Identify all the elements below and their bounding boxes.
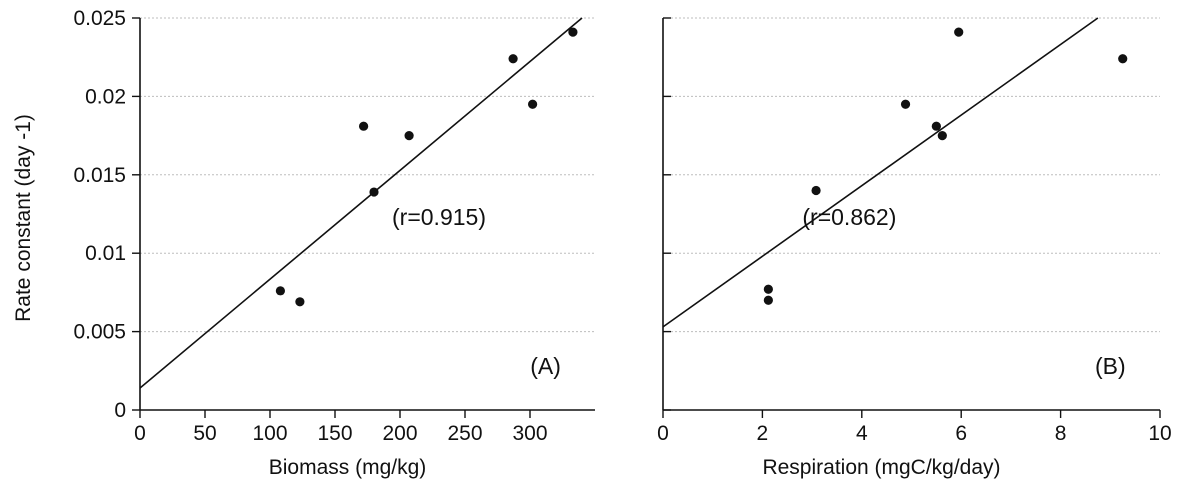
data-point (568, 27, 578, 37)
x-tick-label: 150 (317, 422, 352, 445)
y-tick-label: 0 (114, 399, 126, 422)
x-tick-label: 10 (1148, 422, 1171, 445)
data-point (900, 99, 911, 109)
data-point (404, 131, 414, 141)
data-point (1118, 54, 1128, 64)
data-point (295, 297, 305, 307)
regression-line (139, 17, 583, 389)
y-tick-label: 0.02 (85, 85, 126, 108)
y-tick-label: 0.025 (73, 7, 126, 30)
data-point (359, 121, 369, 131)
correlation-annotation: (r=0.862) (802, 204, 896, 230)
data-point (954, 27, 964, 37)
y-axis-title: Rate constant (day -1) (12, 114, 35, 322)
x-tick-label: 4 (856, 422, 868, 445)
panel-b: 0 2 4 6 8 10 Respiration (mgC/kg/day) (r=0.862)… (657, 17, 1172, 479)
data-point (931, 121, 941, 131)
data-point (937, 131, 947, 141)
y-tick-label: 0.005 (73, 321, 126, 344)
y-tick-label: 0.01 (85, 242, 126, 265)
x-tick-label: 300 (512, 422, 547, 445)
y-tick-label: 0.015 (73, 164, 126, 187)
x-axis-title: Respiration (mgC/kg/day) (762, 456, 1000, 479)
data-point (369, 187, 379, 197)
x-tick-label: 200 (382, 422, 417, 445)
data-point (763, 284, 773, 294)
regression-line (662, 17, 1099, 328)
data-point (508, 54, 518, 64)
x-tick-label: 0 (657, 422, 669, 445)
data-point (528, 99, 538, 109)
data-point (275, 286, 285, 296)
data-point (811, 185, 821, 196)
x-tick-label: 250 (447, 422, 482, 445)
panel-a: 0 0.005 0.01 0.015 0.02 0.025 0 50 100 150 200 250 3… (73, 7, 595, 479)
x-tick-label: 0 (134, 422, 146, 445)
panel-label: (B) (1095, 353, 1126, 379)
x-tick-label: 8 (1055, 422, 1067, 445)
correlation-annotation: (r=0.915) (392, 204, 486, 230)
x-tick-label: 6 (955, 422, 967, 445)
x-tick-label: 2 (757, 422, 769, 445)
x-tick-label: 100 (252, 422, 287, 445)
x-tick-label: 50 (193, 422, 216, 445)
data-point (763, 295, 773, 305)
x-axis-title: Biomass (mg/kg) (269, 456, 427, 479)
panel-label: (A) (530, 353, 561, 379)
